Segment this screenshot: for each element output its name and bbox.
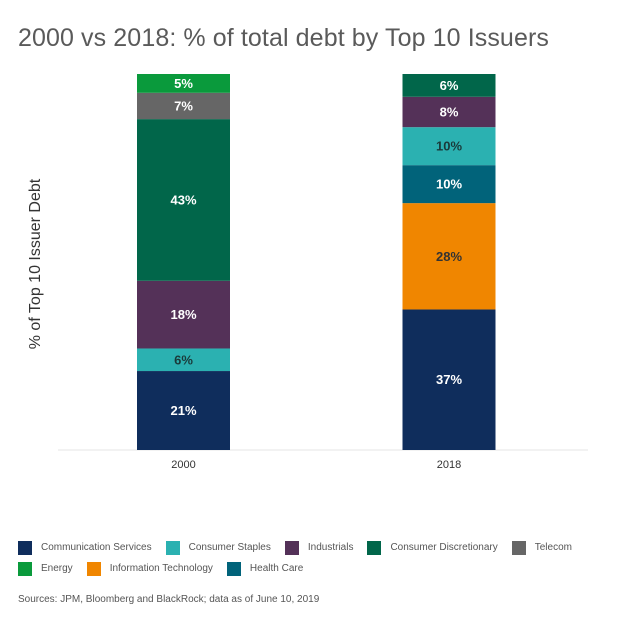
bar-segment-2000-energy [137, 74, 230, 93]
legend-swatch [226, 561, 241, 576]
bar-segment-2000-consumer-discretionary [137, 119, 230, 281]
bar-segment-2000-industrials [137, 280, 230, 349]
legend-label: Consumer Discretionary [390, 542, 498, 553]
legend: Communication Services Consumer Staples In… [18, 537, 618, 579]
bar-segment-2000-telecom [137, 92, 230, 120]
legend-label: Telecom [534, 542, 572, 553]
legend-row: Energy Information Technology Health Care [18, 558, 618, 579]
data-label-2000-communication-services: 21% [170, 403, 196, 418]
legend-swatch [511, 540, 526, 555]
legend-label: Communication Services [41, 542, 152, 553]
data-label-2018-industrials: 8% [440, 104, 459, 119]
legend-item-communication-services: Communication Services [18, 540, 152, 555]
legend-item-information-technology: Information Technology [86, 561, 213, 576]
legend-item-health-care: Health Care [226, 561, 304, 576]
data-label-2000-consumer-discretionary: 43% [170, 192, 196, 207]
legend-label: Industrials [307, 542, 354, 553]
bar-segment-2018-information-technology [402, 203, 496, 310]
legend-item-industrials: Industrials [284, 540, 354, 555]
source-note: Sources: JPM, Bloomberg and BlackRock; d… [18, 594, 320, 605]
legend-swatch [165, 540, 180, 555]
data-label-2018-communication-services: 37% [436, 372, 462, 387]
chart-title: 2000 vs 2018: % of total debt by Top 10 … [18, 24, 549, 52]
bar-segment-2018-health-care [402, 165, 496, 204]
bar-stack-2018: 37% 28% 10% 10% 8% 6% [402, 74, 496, 450]
data-label-2018-information-technology: 28% [436, 249, 462, 264]
legend-item-consumer-discretionary: Consumer Discretionary [367, 540, 498, 555]
legend-swatch [367, 540, 382, 555]
bar-stack-2000: 21% 6% 18% 43% 7% 5% [137, 74, 230, 450]
bar-segment-2018-industrials [402, 96, 496, 128]
data-label-2000-energy: 5% [174, 76, 193, 91]
legend-swatch [18, 561, 32, 576]
bar-segment-2018-communication-services [402, 309, 496, 450]
legend-item-energy: Energy [18, 561, 73, 576]
legend-swatch [86, 561, 101, 576]
data-label-2000-industrials: 18% [170, 307, 196, 322]
data-label-2000-telecom: 7% [174, 98, 193, 113]
legend-swatch [284, 540, 299, 555]
data-label-2018-consumer-staples: 10% [436, 139, 462, 154]
legend-row: Communication Services Consumer Staples In… [18, 537, 618, 558]
data-label-2000-consumer-staples: 6% [174, 352, 193, 367]
legend-item-telecom: Telecom [511, 540, 572, 555]
legend-label: Health Care [249, 563, 304, 574]
legend-label: Consumer Staples [188, 542, 271, 553]
legend-item-consumer-staples: Consumer Staples [165, 540, 271, 555]
data-label-2018-consumer-discretionary: 6% [440, 78, 459, 93]
bar-segment-2000-consumer-staples [137, 348, 230, 372]
legend-swatch [18, 540, 32, 555]
data-label-2018-health-care: 10% [436, 177, 462, 192]
legend-label: Energy [41, 563, 73, 574]
bar-segment-2000-communication-services [137, 371, 230, 450]
x-tick-label-2018: 2018 [437, 459, 461, 471]
bar-segment-2018-consumer-discretionary [402, 74, 496, 97]
legend-label: Information Technology [109, 563, 213, 574]
x-tick-label-2000: 2000 [171, 459, 195, 471]
bar-segment-2018-consumer-staples [402, 127, 496, 166]
